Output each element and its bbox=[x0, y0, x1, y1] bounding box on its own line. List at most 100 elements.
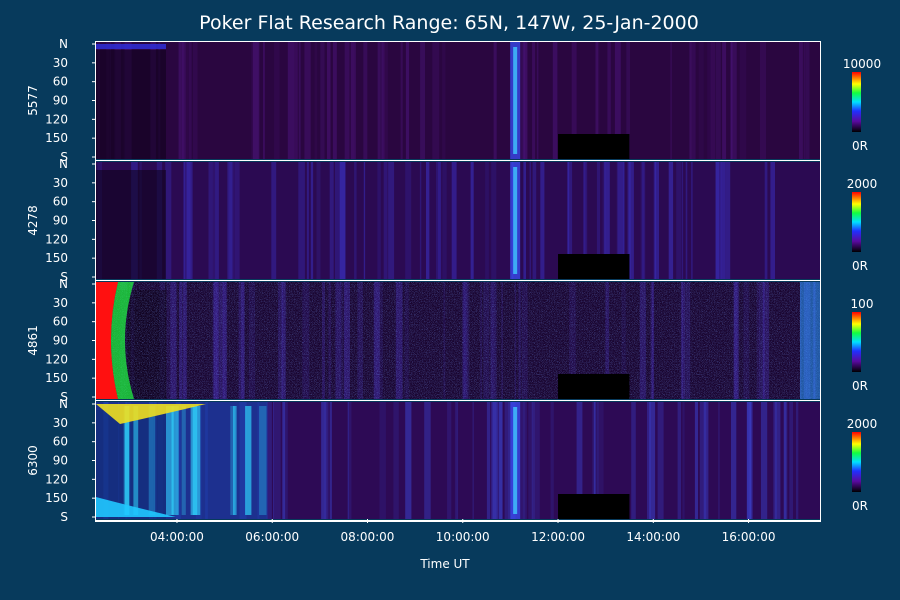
heatmap-stripe bbox=[229, 162, 234, 279]
heatmap-stripe bbox=[183, 162, 191, 279]
heatmap-stripe bbox=[747, 402, 753, 519]
heatmap-stripe bbox=[576, 402, 583, 519]
heatmap-stripe bbox=[179, 42, 186, 159]
heatmap-stripe bbox=[321, 402, 329, 519]
y-tick-label: 90 bbox=[53, 94, 68, 108]
x-tick-label: 12:00:00 bbox=[531, 530, 585, 544]
y-tick-label: 90 bbox=[53, 334, 68, 348]
intense-stripe bbox=[192, 406, 198, 515]
heatmap-stripe bbox=[177, 42, 182, 159]
heatmap-stripe bbox=[363, 42, 368, 159]
heatmap-stripe bbox=[520, 402, 527, 519]
heatmap-stripe bbox=[491, 402, 499, 519]
heatmap-stripe bbox=[592, 402, 599, 519]
heatmap-stripe bbox=[691, 162, 693, 279]
heatmap-stripe bbox=[616, 162, 624, 279]
edge-saturation bbox=[96, 282, 118, 399]
intense-stripe bbox=[133, 406, 139, 515]
heatmap-stripe bbox=[715, 162, 720, 279]
heatmap-stripe bbox=[508, 402, 510, 519]
heatmap-stripe bbox=[274, 42, 280, 159]
heatmap-stripe bbox=[485, 162, 489, 279]
chart-title: Poker Flat Research Range: 65N, 147W, 25… bbox=[199, 12, 699, 34]
y-tick-label: 150 bbox=[45, 491, 68, 505]
y-tick-label: S bbox=[60, 270, 68, 284]
heatmap-stripe bbox=[316, 162, 321, 279]
y-tick-label: 60 bbox=[53, 195, 68, 209]
heatmap-stripe bbox=[252, 42, 260, 159]
panel-4861: N 30 60 90 120 150 S 4861 100 0R bbox=[26, 277, 873, 404]
y-tick-label: 30 bbox=[53, 176, 68, 190]
heatmap-stripe bbox=[382, 42, 385, 159]
data-gap bbox=[558, 494, 630, 519]
y-tick-label: 150 bbox=[45, 371, 68, 385]
heatmap-stripe bbox=[486, 402, 491, 519]
heatmap-stripe bbox=[320, 42, 325, 159]
heatmap-stripe bbox=[436, 162, 441, 279]
heatmap-stripe bbox=[567, 162, 573, 279]
y-tick-label: 120 bbox=[45, 232, 68, 246]
heatmap-stripe bbox=[707, 42, 712, 159]
intense-stripe bbox=[124, 406, 130, 515]
heatmap-stripe bbox=[186, 162, 193, 279]
heatmap-stripe bbox=[329, 162, 334, 279]
heatmap-stripe bbox=[377, 42, 384, 159]
heatmap-stripe bbox=[773, 402, 777, 519]
heatmap-stripe bbox=[381, 42, 388, 159]
panel-ylabel: 6300 bbox=[26, 445, 40, 476]
heatmap-stripe bbox=[614, 42, 621, 159]
colorbar-max-label: 2000 bbox=[847, 177, 878, 191]
heatmap-stripe bbox=[442, 162, 447, 279]
intense-stripe bbox=[259, 406, 267, 515]
heatmap-stripe bbox=[354, 162, 357, 279]
heatmap-stripe bbox=[626, 42, 630, 159]
heatmap-stripe bbox=[584, 162, 588, 279]
heatmap-stripe bbox=[294, 42, 297, 159]
colorbar bbox=[852, 432, 861, 492]
heatmap-stripe bbox=[208, 162, 213, 279]
heatmap-stripe bbox=[334, 162, 341, 279]
bright-band-core bbox=[513, 407, 518, 514]
x-tick-label: 08:00:00 bbox=[341, 530, 395, 544]
heatmap-dark-region bbox=[96, 50, 166, 159]
panel-6300: N 30 60 90 120 150 S 6300 2000 0R bbox=[26, 397, 877, 524]
heatmap-stripe bbox=[447, 402, 452, 519]
heatmap-stripe bbox=[803, 42, 805, 159]
heatmap-stripe bbox=[617, 162, 624, 279]
heatmap-stripe bbox=[470, 162, 474, 279]
colorbar bbox=[852, 312, 861, 372]
heatmap-stripe bbox=[454, 402, 459, 519]
y-tick-label: 60 bbox=[53, 315, 68, 329]
heatmap-stripe bbox=[789, 402, 793, 519]
heatmap-stripe bbox=[298, 162, 305, 279]
y-tick-label: 90 bbox=[53, 214, 68, 228]
heatmap-stripe bbox=[519, 42, 526, 159]
heatmap-stripe bbox=[339, 162, 346, 279]
heatmap-stripe bbox=[329, 402, 332, 519]
intense-arc bbox=[96, 404, 206, 424]
heatmap-stripe bbox=[432, 42, 440, 159]
panel-ylabel: 5577 bbox=[26, 85, 40, 116]
heatmap-stripe bbox=[504, 402, 510, 519]
heatmap-stripe bbox=[784, 402, 787, 519]
bright-band-core bbox=[513, 167, 518, 274]
intense-arc bbox=[96, 497, 176, 517]
heatmap-stripe bbox=[181, 42, 189, 159]
heatmap-stripe bbox=[456, 402, 458, 519]
x-tick-label: 04:00:00 bbox=[150, 530, 204, 544]
heatmap-stripe bbox=[283, 402, 288, 519]
y-tick-label: S bbox=[60, 510, 68, 524]
y-tick-label: 30 bbox=[53, 296, 68, 310]
intense-stripe bbox=[233, 406, 237, 515]
heatmap-stripe bbox=[796, 402, 799, 519]
x-tick-label: 14:00:00 bbox=[626, 530, 680, 544]
y-tick-label: 60 bbox=[53, 75, 68, 89]
heatmap-stripe bbox=[529, 162, 531, 279]
heatmap-stripe bbox=[424, 402, 431, 519]
panel-5577: N 30 60 90 120 150 S 5577 10000 0R bbox=[26, 37, 881, 164]
heatmap-stripe bbox=[348, 402, 352, 519]
heatmap-stripe bbox=[251, 42, 259, 159]
colorbar-min-label: 0R bbox=[852, 499, 868, 513]
heatmap-stripe bbox=[536, 42, 539, 159]
y-tick-label: N bbox=[59, 277, 68, 291]
